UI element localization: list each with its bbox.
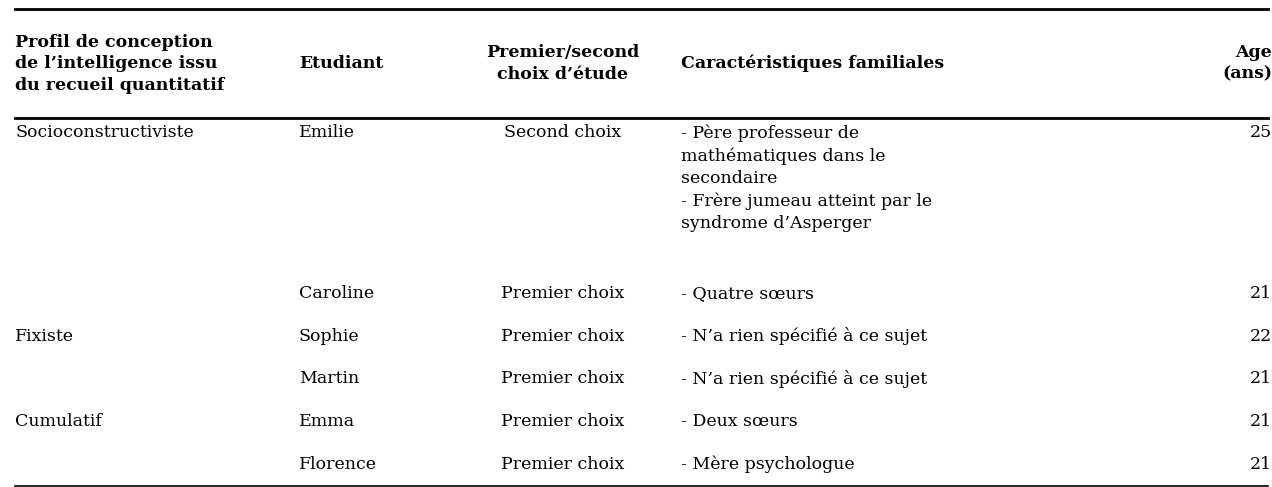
Text: Age
(ans): Age (ans) [1222, 44, 1272, 83]
Text: 25: 25 [1250, 124, 1272, 141]
Text: - Père professeur de
mathématiques dans le
secondaire
- Frère jumeau atteint par: - Père professeur de mathématiques dans … [681, 124, 931, 232]
Text: - N’a rien spécifié à ce sujet: - N’a rien spécifié à ce sujet [681, 370, 926, 388]
Text: Emma: Emma [299, 413, 355, 430]
Text: Caroline: Caroline [299, 285, 374, 301]
Text: Cumulatif: Cumulatif [15, 413, 102, 430]
Text: Socioconstructiviste: Socioconstructiviste [15, 124, 195, 141]
Text: Premier choix: Premier choix [501, 413, 625, 430]
Text: Sophie: Sophie [299, 328, 360, 344]
Text: Etudiant: Etudiant [299, 55, 383, 72]
Text: Caractéristiques familiales: Caractéristiques familiales [681, 55, 944, 72]
Text: Fixiste: Fixiste [15, 328, 74, 344]
Text: Premier/second
choix d’étude: Premier/second choix d’étude [486, 44, 640, 83]
Text: Second choix: Second choix [504, 124, 622, 141]
Text: 22: 22 [1250, 328, 1272, 344]
Text: Premier choix: Premier choix [501, 328, 625, 344]
Text: 21: 21 [1250, 413, 1272, 430]
Text: 21: 21 [1250, 285, 1272, 301]
Text: - N’a rien spécifié à ce sujet: - N’a rien spécifié à ce sujet [681, 327, 926, 345]
Text: - Quatre sœurs: - Quatre sœurs [681, 285, 814, 301]
Text: - Mère psychologue: - Mère psychologue [681, 456, 854, 473]
Text: Profil de conception
de l’intelligence issu
du recueil quantitatif: Profil de conception de l’intelligence i… [15, 34, 225, 94]
Text: Emilie: Emilie [299, 124, 355, 141]
Text: 21: 21 [1250, 371, 1272, 387]
Text: Premier choix: Premier choix [501, 285, 625, 301]
Text: Florence: Florence [299, 456, 377, 473]
Text: Premier choix: Premier choix [501, 456, 625, 473]
Text: Martin: Martin [299, 371, 359, 387]
Text: - Deux sœurs: - Deux sœurs [681, 413, 798, 430]
Text: 21: 21 [1250, 456, 1272, 473]
Text: Premier choix: Premier choix [501, 371, 625, 387]
